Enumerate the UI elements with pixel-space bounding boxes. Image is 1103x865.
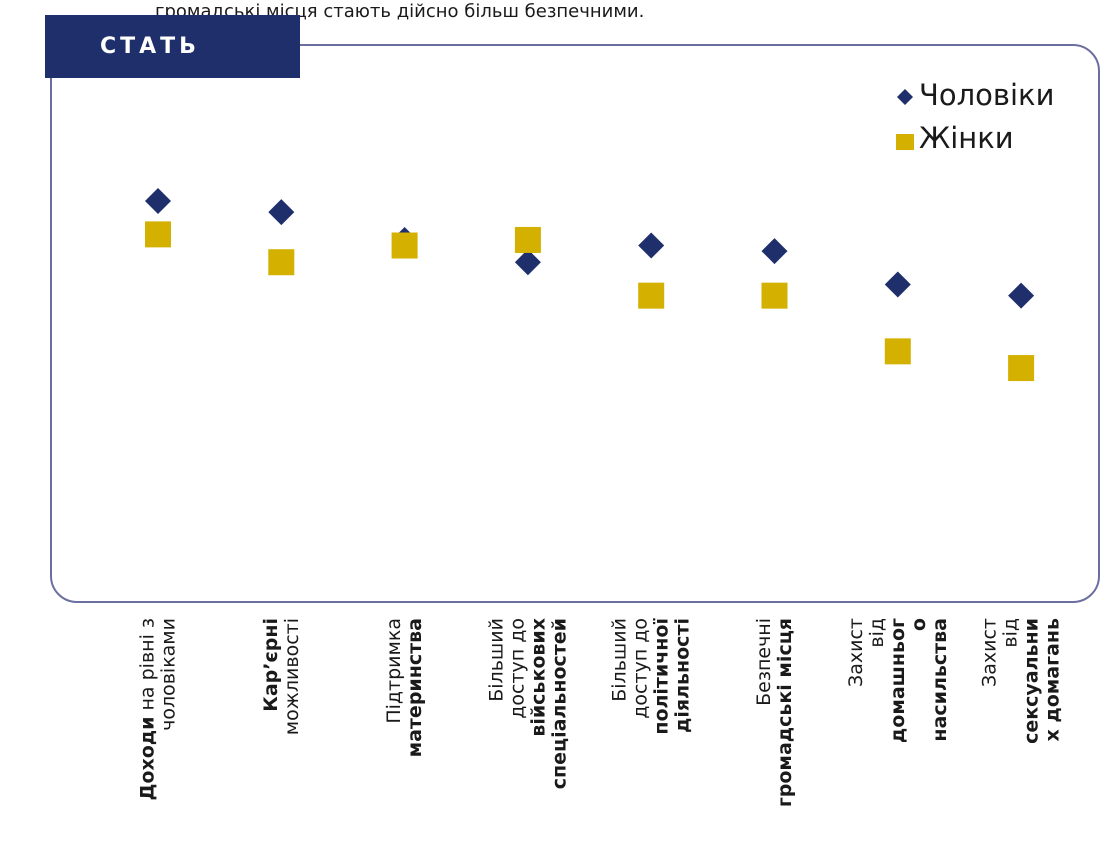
marker xyxy=(761,238,788,265)
x-tick-label: чоловіками xyxy=(157,618,179,731)
x-tick-label: Доходи на рівні з xyxy=(136,618,158,800)
marker xyxy=(268,249,295,276)
label-part: Захист xyxy=(844,618,866,687)
x-tick-label: Захист xyxy=(978,618,1000,687)
label-part: домашньог xyxy=(886,618,908,743)
x-tick-label: насильства xyxy=(928,618,950,742)
label-part: о xyxy=(907,618,929,631)
x-tick-label: від xyxy=(865,618,887,648)
label-part: від xyxy=(999,618,1021,648)
marker xyxy=(884,338,911,365)
label-part: сексуальни xyxy=(1020,618,1042,744)
marker xyxy=(884,271,911,298)
marker xyxy=(761,282,788,309)
marker xyxy=(1008,282,1035,309)
marker xyxy=(638,282,665,309)
marker xyxy=(391,232,418,259)
marker xyxy=(638,232,665,259)
x-tick-label: Підтримка xyxy=(383,618,405,724)
label-part: Кар’єрні xyxy=(259,618,281,712)
label-part: доступ до xyxy=(506,618,528,719)
label-part: доступ до xyxy=(629,618,651,719)
plot-frame xyxy=(50,44,1100,603)
label-part: Доходи xyxy=(136,717,158,801)
label-part: громадські місця xyxy=(774,618,796,807)
legend-label: Жінки xyxy=(919,121,1014,155)
label-part: материнства xyxy=(404,618,426,757)
label-part: Безпечні xyxy=(753,618,775,706)
label-part: Захист xyxy=(978,618,1000,687)
legend-marker xyxy=(896,134,914,150)
label-part: насильства xyxy=(928,618,950,742)
x-tick-label: х домагань xyxy=(1041,618,1063,742)
x-tick-label: Кар’єрні xyxy=(259,618,281,712)
x-tick-label: доступ до xyxy=(506,618,528,719)
label-part: політичної xyxy=(650,618,672,735)
label-part: Більший xyxy=(608,618,630,702)
label-part: від xyxy=(865,618,887,648)
x-tick-label: громадські місця xyxy=(774,618,796,807)
x-tick-label: політичної xyxy=(650,618,672,735)
marker xyxy=(514,226,541,253)
marker xyxy=(145,221,171,248)
x-tick-label: сексуальни xyxy=(1020,618,1042,744)
x-tick-label: військових xyxy=(527,618,549,737)
x-tick-label: материнства xyxy=(404,618,426,757)
marker xyxy=(145,187,171,214)
header-title: СТАТЬ xyxy=(100,34,200,59)
marker xyxy=(1008,355,1035,382)
x-tick-label: Безпечні xyxy=(753,618,775,706)
x-tick-label: від xyxy=(999,618,1021,648)
marker xyxy=(514,249,541,276)
marker xyxy=(268,199,295,226)
x-tick-label: о xyxy=(907,618,929,631)
x-tick-label: можливості xyxy=(280,618,302,735)
label-part: військових xyxy=(527,618,549,737)
header-band xyxy=(45,15,300,78)
label-part: х домагань xyxy=(1041,618,1063,742)
legend-label: Чоловіки xyxy=(919,78,1054,112)
label-part: на рівні з xyxy=(136,618,158,717)
label-part: Більший xyxy=(485,618,507,702)
x-tick-label: доступ до xyxy=(629,618,651,719)
x-tick-label: діяльності xyxy=(671,618,693,733)
label-part: спеціальностей xyxy=(548,618,570,789)
x-tick-label: Захист xyxy=(844,618,866,687)
x-tick-label: Більший xyxy=(485,618,507,702)
x-tick-label: домашньог xyxy=(886,618,908,743)
label-part: чоловіками xyxy=(157,618,179,731)
label-part: діяльності xyxy=(671,618,693,733)
x-tick-label: Більший xyxy=(608,618,630,702)
x-tick-label: спеціальностей xyxy=(548,618,570,789)
legend-marker xyxy=(897,89,913,105)
label-part: можливості xyxy=(280,618,302,735)
label-part: Підтримка xyxy=(383,618,405,724)
